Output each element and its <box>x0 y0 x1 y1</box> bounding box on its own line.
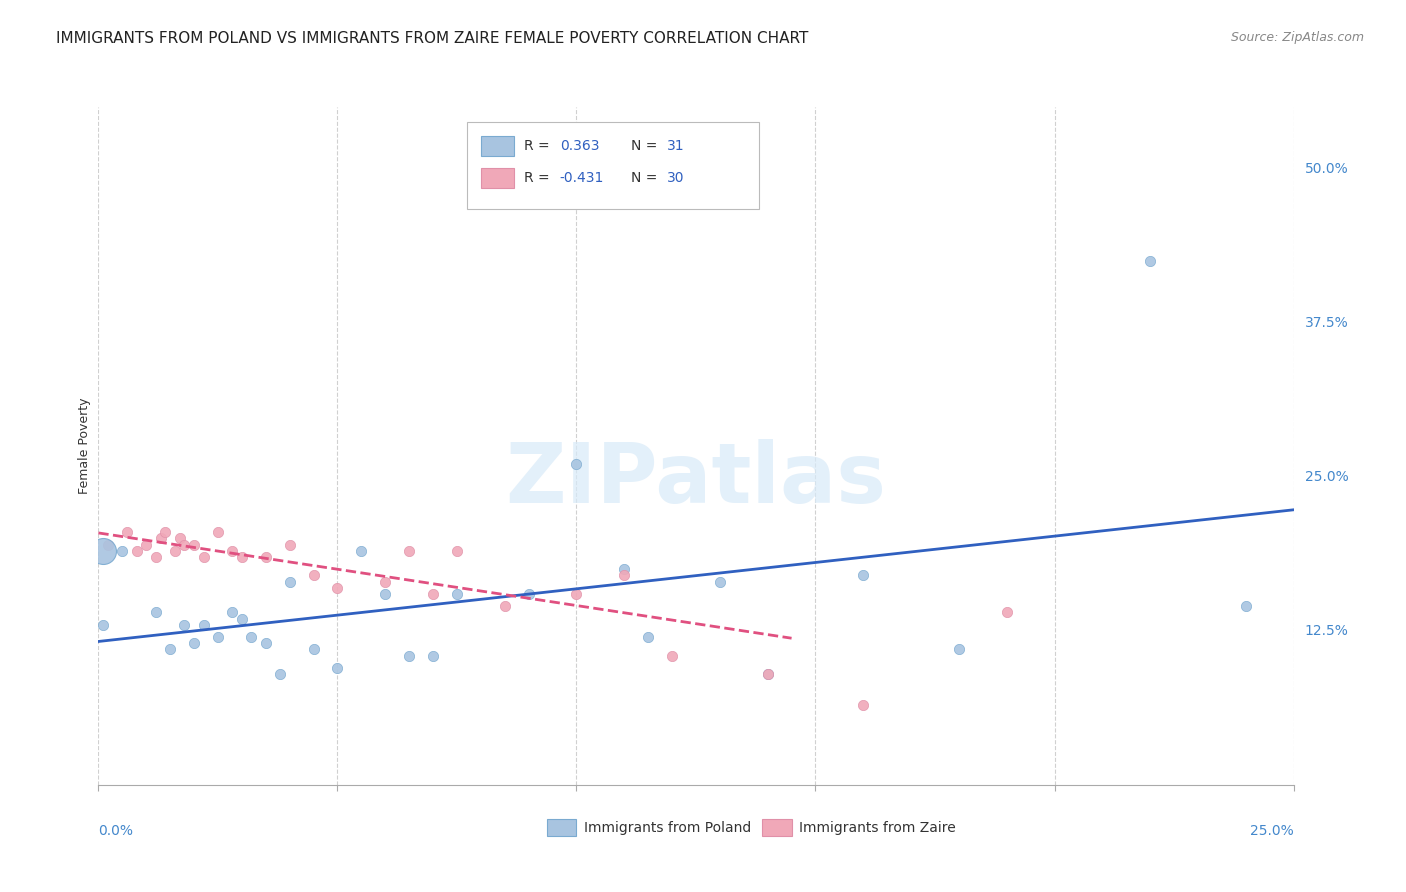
Point <box>494 599 516 614</box>
Point <box>422 587 444 601</box>
Point <box>278 538 301 552</box>
FancyBboxPatch shape <box>467 122 759 209</box>
Text: Source: ZipAtlas.com: Source: ZipAtlas.com <box>1230 31 1364 45</box>
Point <box>613 568 636 582</box>
Text: 25.0%: 25.0% <box>1250 824 1294 838</box>
Point <box>254 549 277 564</box>
Point <box>231 549 253 564</box>
Text: ZIPatlas: ZIPatlas <box>506 440 886 520</box>
Point <box>231 611 253 625</box>
Point <box>852 568 875 582</box>
Point <box>207 525 229 540</box>
Point <box>240 630 263 644</box>
Point <box>135 538 157 552</box>
Point <box>756 667 779 681</box>
Text: 31: 31 <box>668 138 685 153</box>
Point <box>613 562 636 576</box>
Text: 12.5%: 12.5% <box>1305 624 1348 638</box>
Point <box>163 543 186 558</box>
Point <box>91 543 114 558</box>
Point <box>97 538 120 552</box>
Point <box>269 667 291 681</box>
Point <box>173 538 195 552</box>
Text: Immigrants from Poland: Immigrants from Poland <box>583 821 751 835</box>
Point <box>565 458 588 472</box>
FancyBboxPatch shape <box>481 168 515 188</box>
Text: IMMIGRANTS FROM POLAND VS IMMIGRANTS FROM ZAIRE FEMALE POVERTY CORRELATION CHART: IMMIGRANTS FROM POLAND VS IMMIGRANTS FRO… <box>56 31 808 46</box>
Point <box>91 617 114 632</box>
Point <box>756 667 779 681</box>
Point <box>302 642 325 657</box>
Point <box>221 606 243 620</box>
Point <box>145 606 167 620</box>
Text: 50.0%: 50.0% <box>1305 161 1348 176</box>
Point <box>302 568 325 582</box>
Point <box>125 543 148 558</box>
Point <box>398 648 420 663</box>
Text: -0.431: -0.431 <box>560 171 605 186</box>
Point <box>709 574 731 589</box>
Point <box>1139 254 1161 268</box>
Text: 37.5%: 37.5% <box>1305 316 1348 330</box>
Point <box>193 549 215 564</box>
Text: N =: N = <box>631 138 662 153</box>
FancyBboxPatch shape <box>547 819 576 836</box>
Point <box>1234 599 1257 614</box>
Point <box>374 587 396 601</box>
Point <box>207 630 229 644</box>
Point <box>155 525 177 540</box>
Text: 0.0%: 0.0% <box>98 824 134 838</box>
Point <box>169 532 191 546</box>
Point <box>254 636 277 650</box>
Point <box>995 606 1018 620</box>
Point <box>446 543 468 558</box>
Point <box>852 698 875 712</box>
Point <box>193 617 215 632</box>
Text: 30: 30 <box>668 171 685 186</box>
Point <box>278 574 301 589</box>
Point <box>183 538 205 552</box>
Point <box>183 636 205 650</box>
Point <box>149 532 172 546</box>
Point <box>221 543 243 558</box>
Point <box>948 642 970 657</box>
Point <box>422 648 444 663</box>
Y-axis label: Female Poverty: Female Poverty <box>79 398 91 494</box>
Point <box>115 525 138 540</box>
Point <box>661 648 683 663</box>
Text: Immigrants from Zaire: Immigrants from Zaire <box>799 821 956 835</box>
FancyBboxPatch shape <box>762 819 792 836</box>
Point <box>159 642 181 657</box>
Point <box>326 661 349 675</box>
Point <box>326 581 349 595</box>
Point <box>374 574 396 589</box>
FancyBboxPatch shape <box>481 136 515 156</box>
Point <box>446 587 468 601</box>
Point <box>637 630 659 644</box>
Text: 0.363: 0.363 <box>560 138 599 153</box>
Point <box>565 587 588 601</box>
Point <box>111 543 134 558</box>
Point <box>517 587 540 601</box>
Point <box>173 617 195 632</box>
Point <box>350 543 373 558</box>
Text: R =: R = <box>524 171 554 186</box>
Point <box>145 549 167 564</box>
Point <box>398 543 420 558</box>
Text: N =: N = <box>631 171 662 186</box>
Text: R =: R = <box>524 138 554 153</box>
Text: 25.0%: 25.0% <box>1305 470 1348 483</box>
